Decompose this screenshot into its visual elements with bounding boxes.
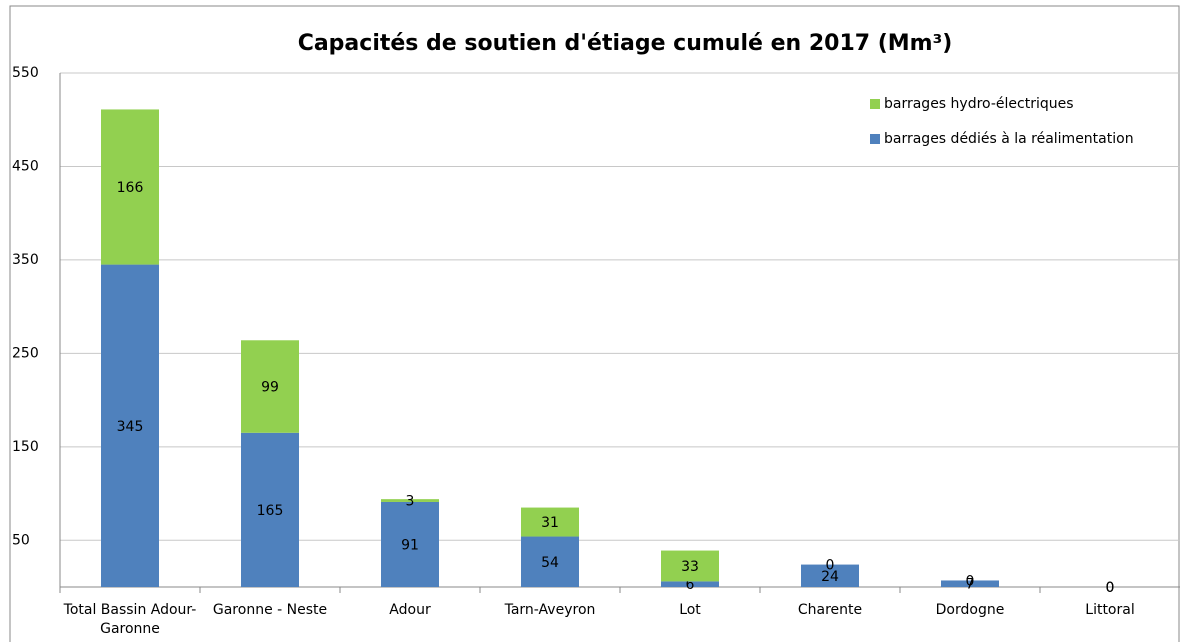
data-label: 0 xyxy=(826,558,835,574)
data-label: 0 xyxy=(966,573,975,589)
data-label: 0 xyxy=(1106,580,1115,596)
data-label: 3 xyxy=(406,494,415,510)
bar-segment xyxy=(101,109,159,265)
y-tick-label: 150 xyxy=(12,439,39,455)
bar-segment xyxy=(381,499,439,502)
y-tick-label: 50 xyxy=(12,532,30,548)
data-label: 0 xyxy=(1106,580,1115,596)
y-tick-label: 350 xyxy=(12,252,39,268)
bar-segment xyxy=(101,264,159,587)
y-tick-label: 550 xyxy=(12,65,39,81)
data-label: 31 xyxy=(541,515,559,531)
x-tick-label: Tarn-Aveyron xyxy=(504,602,596,618)
data-label: 54 xyxy=(541,555,559,571)
x-tick-label: Charente xyxy=(797,602,863,618)
x-tick-label: Total Bassin Adour-Garonne xyxy=(63,602,197,637)
y-tick-label: 450 xyxy=(12,158,39,174)
data-label: 6 xyxy=(686,577,695,593)
x-tick-label: Littoral xyxy=(1085,602,1135,618)
bar-segment xyxy=(801,564,859,587)
chart-frame xyxy=(9,5,1180,642)
data-label: 165 xyxy=(257,503,284,519)
data-label: 91 xyxy=(401,537,419,553)
bar-segment xyxy=(661,581,719,587)
bar-segment xyxy=(661,550,719,582)
legend-swatch xyxy=(870,99,880,109)
data-label: 166 xyxy=(117,180,144,196)
x-tick-label: Lot xyxy=(679,602,701,618)
bar-segment xyxy=(241,432,299,587)
data-label: 7 xyxy=(966,577,975,593)
x-tick-label: Dordogne xyxy=(935,602,1005,618)
x-tick-label: Garonne - Neste xyxy=(212,602,328,618)
legend-label: barrages dédiés à la réalimentation xyxy=(884,131,1134,147)
legend-swatch xyxy=(870,134,880,144)
y-tick-label: 250 xyxy=(12,345,39,361)
bar-segment xyxy=(381,501,439,587)
data-label: 99 xyxy=(261,380,279,396)
bar-segment xyxy=(521,536,579,587)
data-label: 33 xyxy=(681,559,699,575)
bar-segment xyxy=(521,507,579,537)
bar-segment xyxy=(941,580,999,587)
legend-label: barrages hydro-électriques xyxy=(884,96,1074,112)
data-label: 345 xyxy=(117,419,144,435)
data-label: 24 xyxy=(821,569,839,585)
bar-segment xyxy=(241,340,299,433)
x-tick-label: Adour xyxy=(389,602,431,618)
chart-title: Capacités de soutien d'étiage cumulé en … xyxy=(298,31,953,56)
